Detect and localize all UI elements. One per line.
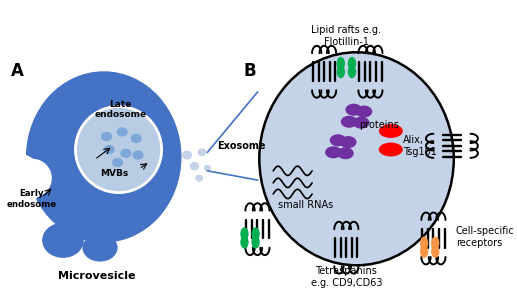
Text: Lipid rafts e.g.
Flotillin-1: Lipid rafts e.g. Flotillin-1 — [311, 26, 382, 47]
Ellipse shape — [131, 134, 142, 143]
Ellipse shape — [104, 145, 115, 154]
Ellipse shape — [379, 142, 403, 157]
Ellipse shape — [260, 52, 454, 265]
Ellipse shape — [101, 132, 112, 141]
Ellipse shape — [325, 146, 342, 158]
Text: Late
endosome: Late endosome — [94, 100, 146, 119]
Ellipse shape — [13, 159, 52, 198]
Ellipse shape — [340, 136, 357, 148]
Ellipse shape — [356, 106, 372, 118]
Text: Alix,
Tsg101: Alix, Tsg101 — [403, 135, 437, 157]
Ellipse shape — [120, 148, 131, 158]
Ellipse shape — [112, 158, 123, 167]
Ellipse shape — [240, 227, 249, 240]
Ellipse shape — [431, 237, 439, 250]
Ellipse shape — [379, 124, 403, 138]
Ellipse shape — [26, 71, 181, 243]
Ellipse shape — [82, 234, 117, 262]
Text: small RNAs: small RNAs — [278, 200, 333, 209]
Text: Exosome: Exosome — [217, 141, 265, 151]
Ellipse shape — [204, 165, 211, 171]
Ellipse shape — [251, 227, 260, 240]
Ellipse shape — [420, 237, 428, 250]
Ellipse shape — [337, 65, 345, 78]
Text: proteins: proteins — [359, 120, 399, 130]
Ellipse shape — [251, 236, 260, 249]
Ellipse shape — [348, 65, 356, 78]
Text: Tetraspanins
e.g. CD9,CD63: Tetraspanins e.g. CD9,CD63 — [311, 266, 382, 288]
Ellipse shape — [240, 236, 249, 249]
Ellipse shape — [0, 153, 43, 207]
Ellipse shape — [330, 134, 346, 146]
Ellipse shape — [197, 148, 206, 156]
Text: A: A — [11, 62, 24, 80]
Ellipse shape — [337, 57, 345, 70]
Text: MVBs: MVBs — [100, 169, 128, 178]
Ellipse shape — [353, 117, 370, 129]
Ellipse shape — [431, 245, 439, 258]
Ellipse shape — [337, 147, 354, 159]
Ellipse shape — [182, 151, 192, 160]
Ellipse shape — [345, 104, 362, 116]
Ellipse shape — [42, 223, 84, 258]
Text: Microvesicle: Microvesicle — [58, 271, 136, 281]
Text: Early
endosome: Early endosome — [6, 189, 56, 209]
Ellipse shape — [77, 108, 160, 191]
Ellipse shape — [348, 57, 356, 70]
Ellipse shape — [132, 150, 144, 160]
Ellipse shape — [190, 162, 199, 170]
Ellipse shape — [195, 175, 203, 182]
Ellipse shape — [420, 245, 428, 258]
Ellipse shape — [341, 116, 357, 128]
Text: B: B — [244, 62, 256, 80]
Text: Cell-specific
receptors: Cell-specific receptors — [455, 226, 514, 248]
Ellipse shape — [74, 105, 163, 194]
Ellipse shape — [117, 127, 128, 136]
